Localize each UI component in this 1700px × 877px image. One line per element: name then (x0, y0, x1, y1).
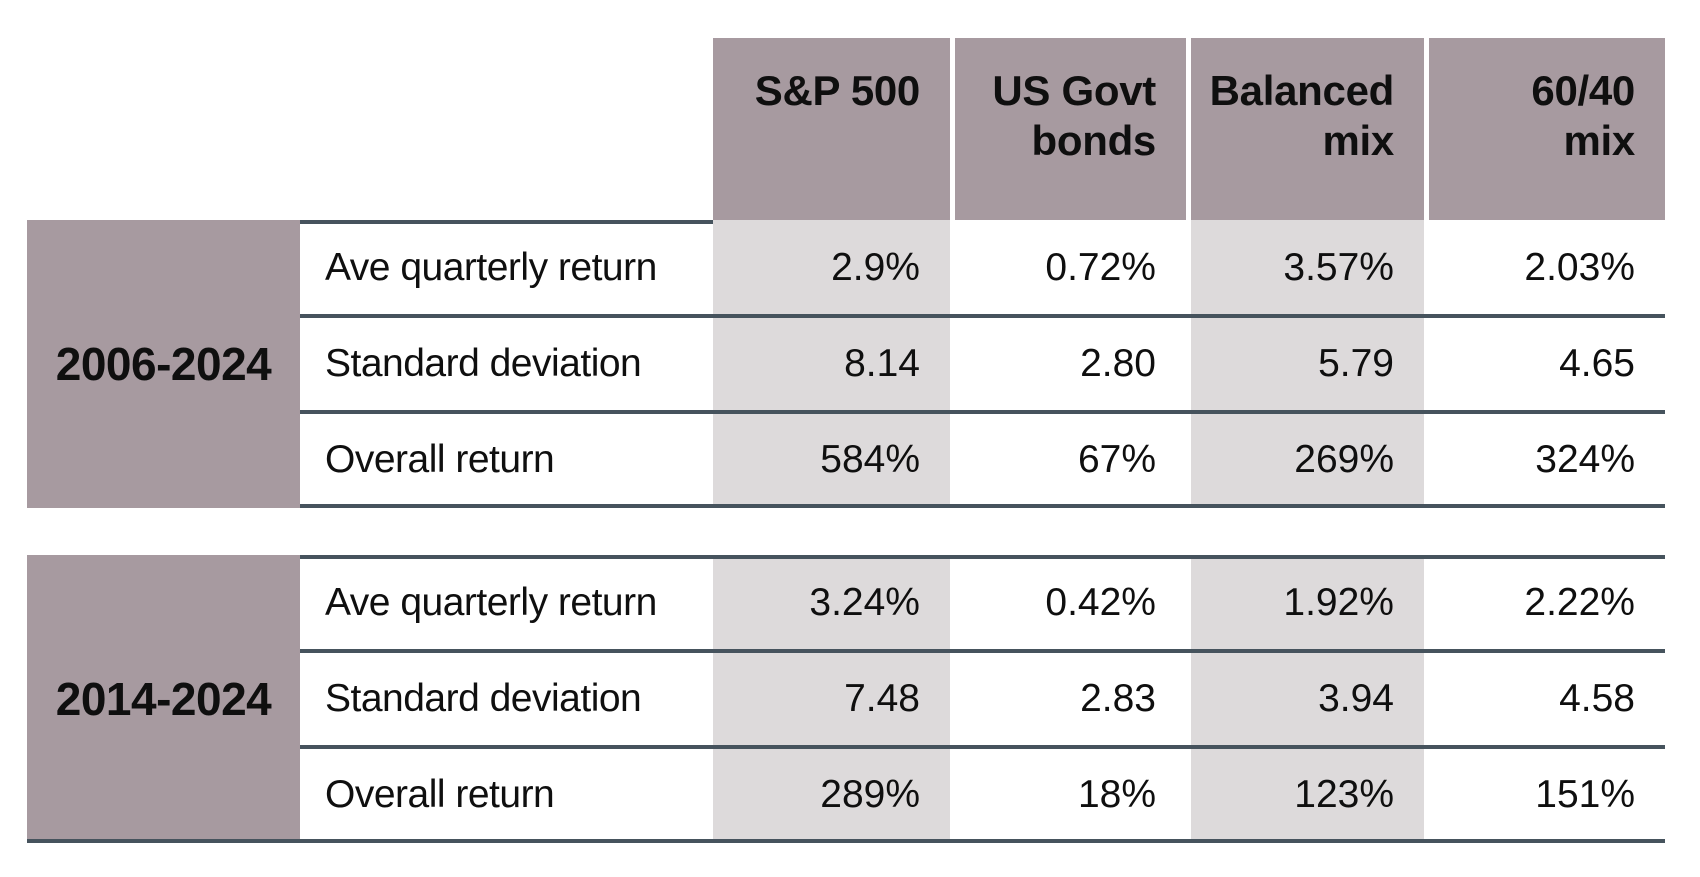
value-cell: 151% (1424, 747, 1665, 843)
value-cell: 3.57% (1186, 220, 1424, 316)
row-divider (300, 649, 1665, 653)
value-cell: 8.14 (713, 316, 950, 412)
row-divider (300, 410, 1665, 414)
period-label: 2006-2024 (27, 220, 300, 508)
row-label: Overall return (325, 438, 555, 481)
value-cell: 3.24% (713, 555, 950, 651)
row-label: Overall return (325, 773, 555, 816)
table-row: Standard deviation 7.48 2.83 3.94 4.58 (300, 651, 1665, 747)
row-label: Ave quarterly return (325, 581, 657, 624)
table-row: Ave quarterly return 3.24% 0.42% 1.92% 2… (300, 555, 1665, 651)
value-cell: 4.58 (1424, 651, 1665, 747)
column-header-60-40-mix: 60/40 mix (1424, 38, 1665, 220)
value-cell: 1.92% (1186, 555, 1424, 651)
value-cell: 584% (713, 412, 950, 508)
value-cell: 0.72% (950, 220, 1186, 316)
value-cell: 3.94 (1186, 651, 1424, 747)
section-2014-2024: 2014-2024 Ave quarterly return 3.24% 0.4… (27, 555, 1665, 843)
value-cell: 2.80 (950, 316, 1186, 412)
row-divider (300, 314, 1665, 318)
row-divider (300, 220, 713, 224)
section-rows: Ave quarterly return 3.24% 0.42% 1.92% 2… (300, 555, 1665, 843)
value-cell: 2.83 (950, 651, 1186, 747)
value-cell: 2.22% (1424, 555, 1665, 651)
value-cell: 123% (1186, 747, 1424, 843)
value-cell: 0.42% (950, 555, 1186, 651)
value-cell: 2.9% (713, 220, 950, 316)
row-divider (300, 555, 1665, 559)
section-rows: Ave quarterly return 2.9% 0.72% 3.57% 2.… (300, 220, 1665, 508)
row-divider (300, 745, 1665, 749)
value-cell: 289% (713, 747, 950, 843)
value-cell: 269% (1186, 412, 1424, 508)
value-cell: 67% (950, 412, 1186, 508)
table-row: Overall return 289% 18% 123% 151% (300, 747, 1665, 843)
row-divider (27, 839, 1665, 843)
column-header-balanced-mix: Balanced mix (1186, 38, 1424, 220)
column-header-us-govt-bonds: US Govt bonds (950, 38, 1186, 220)
period-label: 2014-2024 (27, 555, 300, 843)
row-label: Standard deviation (325, 342, 642, 385)
value-cell: 5.79 (1186, 316, 1424, 412)
value-cell: 4.65 (1424, 316, 1665, 412)
column-header-sp500: S&P 500 (713, 38, 950, 220)
row-divider (300, 504, 1665, 508)
table-row: Ave quarterly return 2.9% 0.72% 3.57% 2.… (300, 220, 1665, 316)
value-cell: 7.48 (713, 651, 950, 747)
row-label: Ave quarterly return (325, 246, 657, 289)
row-label: Standard deviation (325, 677, 642, 720)
section-2006-2024: 2006-2024 Ave quarterly return 2.9% 0.72… (27, 220, 1665, 508)
value-cell: 2.03% (1424, 220, 1665, 316)
table-row: Overall return 584% 67% 269% 324% (300, 412, 1665, 508)
table-row: Standard deviation 8.14 2.80 5.79 4.65 (300, 316, 1665, 412)
value-cell: 18% (950, 747, 1186, 843)
value-cell: 324% (1424, 412, 1665, 508)
